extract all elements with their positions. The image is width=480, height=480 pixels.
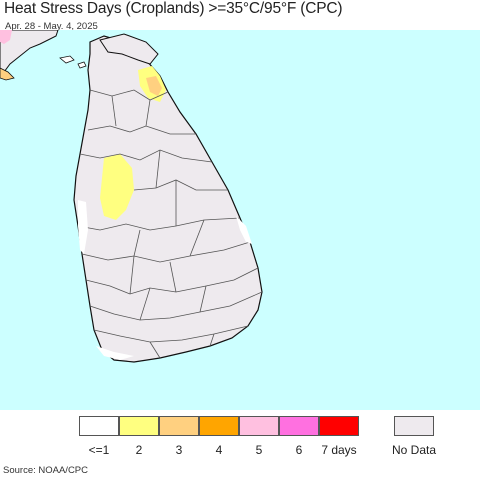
legend-swatch-5 [239, 416, 279, 436]
yellow-area-northwest [100, 154, 134, 220]
coastal-nocrop [78, 200, 252, 360]
legend-label-le1: <=1 [88, 443, 110, 457]
island [77, 61, 87, 69]
legend-label-3: 3 [175, 443, 183, 457]
legend-label-2: 2 [135, 443, 143, 457]
india-pink-area [0, 30, 12, 44]
legend-swatch-3 [159, 416, 199, 436]
legend-swatch-le1 [79, 416, 119, 436]
india-orange-area [0, 67, 15, 81]
legend-swatch-nodata [394, 416, 434, 436]
legend-label-5: 5 [255, 443, 263, 457]
legend-label-7: 7 days [321, 443, 357, 457]
legend-swatch-7 [319, 416, 359, 436]
orange-area-north [146, 76, 162, 96]
legend-swatch-6 [279, 416, 319, 436]
legend-swatch-2 [119, 416, 159, 436]
district-boundaries [77, 89, 263, 359]
legend-swatch-4 [199, 416, 239, 436]
source-credit: Source: NOAA/CPC [3, 465, 88, 476]
legend-label-6: 6 [295, 443, 303, 457]
heat-stress-map [0, 30, 480, 410]
date-range: Apr. 28 - May. 4, 2025 [5, 21, 98, 32]
legend: <=1 2 3 4 5 6 7 days No Data [0, 416, 480, 457]
legend-label-4: 4 [215, 443, 223, 457]
island [59, 55, 75, 64]
map-title: Heat Stress Days (Croplands) >=35°C/95°F… [4, 0, 343, 17]
jaffna-peninsula [99, 33, 159, 65]
sri-lanka-island [73, 35, 263, 363]
legend-label-nodata: No Data [391, 443, 437, 457]
